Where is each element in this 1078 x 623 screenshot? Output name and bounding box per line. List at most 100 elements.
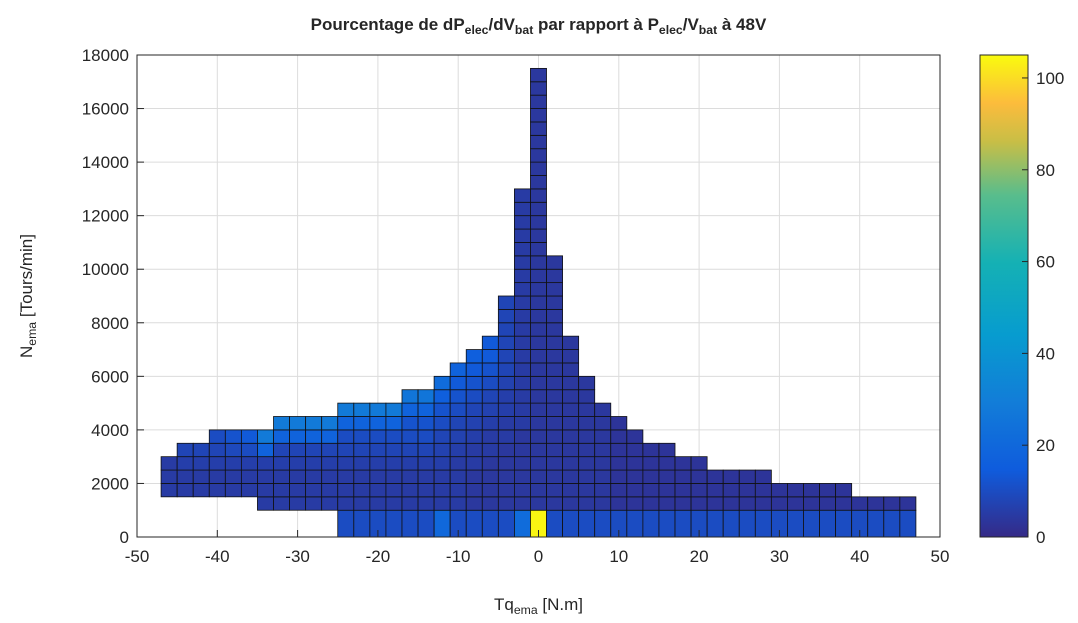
x-tick-label: 0 [534,547,543,566]
cell [224,429,242,444]
cell [546,255,563,270]
cell [240,429,258,444]
cell [481,375,499,391]
cell [449,469,467,484]
cell [481,416,499,431]
cell [514,228,531,243]
cell [514,402,531,417]
cell [337,469,355,484]
colorbar-tick-label: 60 [1036,253,1055,272]
cell [562,402,580,417]
cell [369,496,387,511]
cell [465,496,483,511]
cell [626,429,644,444]
cell [562,496,580,511]
cell [257,456,274,471]
cell [754,496,772,511]
cell [465,416,483,431]
cell [610,442,628,458]
cell [353,442,371,458]
cell [530,442,547,458]
cell [578,496,596,511]
cell [449,389,467,404]
cell [658,483,676,498]
cell [257,469,274,484]
cell [353,496,371,511]
cell [208,429,226,444]
cell [530,175,547,190]
cell [273,429,290,444]
cell [578,402,596,417]
cell [401,416,419,431]
cell [530,81,547,96]
cell [578,416,596,431]
cell [578,442,596,458]
cell [594,456,612,471]
cell [497,496,515,511]
cell [337,429,355,444]
cell [224,469,242,484]
cell [321,429,339,444]
cell [514,242,531,257]
cell [787,496,804,511]
cell [465,375,483,391]
cell [530,148,547,163]
cell [722,469,740,484]
cell [546,308,563,324]
cell [514,483,531,498]
cell [369,416,387,431]
cell [867,496,885,511]
cell [594,496,612,511]
colorbar [979,54,1029,538]
cell [273,496,290,511]
cell [417,483,435,498]
cell [562,429,580,444]
cell [192,469,210,484]
cell [514,375,531,391]
cell [401,429,419,444]
cell [706,469,724,484]
cell [738,469,756,484]
cell [626,509,644,538]
cell [867,509,885,538]
y-tick-label: 16000 [82,100,129,119]
cell [530,402,547,417]
cell [449,402,467,417]
cell [690,456,708,471]
cell [530,121,547,136]
cell [514,308,531,324]
cell [273,416,290,431]
cell [192,483,210,498]
cell [449,456,467,471]
cell [674,509,692,538]
cell [497,456,515,471]
cell [257,429,274,444]
cell [674,496,692,511]
cell [481,509,499,538]
cell [465,402,483,417]
cell [321,456,339,471]
chart-title-part: elec [659,23,683,37]
cell [224,442,242,458]
cell [835,483,853,498]
cell [835,496,853,511]
cell [626,456,644,471]
cell [562,483,580,498]
cell [546,268,563,284]
cell [787,483,804,498]
cell [208,483,226,498]
cell [530,308,547,324]
y-tick-label: 4000 [91,421,129,440]
y-tick-label: 6000 [91,367,129,386]
cell [899,496,917,511]
cell [289,483,307,498]
cell [337,442,355,458]
cell [610,469,628,484]
cell [578,456,596,471]
cell [176,442,194,458]
cell [530,362,547,377]
cell [465,456,483,471]
cell [514,509,531,538]
cell [465,483,483,498]
cell [642,469,660,484]
